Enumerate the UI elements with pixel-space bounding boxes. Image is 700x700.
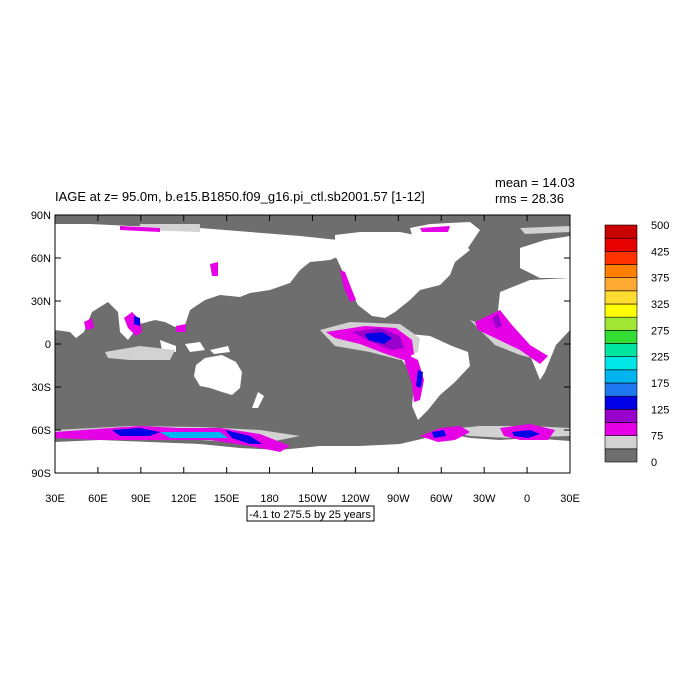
blue-bay-bengal (134, 316, 140, 326)
colorbar-label: 375 (651, 273, 669, 285)
new-zealand-landmass (252, 392, 264, 408)
y-axis: 90N 60N 30N 0 30S 60S 90S (31, 210, 570, 480)
x-tick-label: 60E (88, 493, 108, 505)
magenta-peru-coast (402, 352, 424, 402)
colorbar-swatch (604, 356, 638, 371)
colorbar-swatch (604, 264, 638, 278)
europe-landmass (520, 236, 570, 278)
australia-landmass (194, 355, 242, 395)
x-tick-label: 60W (430, 493, 453, 505)
antarctica-landmass (55, 432, 570, 473)
colorbar-label: 500 (651, 220, 669, 232)
map-title: IAGE at z= 95.0m, b.e15.B1850.f09_g16.pi… (55, 189, 425, 204)
colorbar-swatch (604, 237, 638, 252)
map-panel (55, 215, 570, 473)
colorbar: 0 75 125 175 225 275 325 375 425 500 (604, 220, 669, 469)
x-tick-label: 90W (387, 493, 410, 505)
y-tick-label: 90N (31, 210, 51, 222)
colorbar-swatch (604, 343, 638, 357)
grey-band-indian (105, 346, 175, 360)
range-note-box (246, 505, 375, 522)
colorbar-label: 225 (651, 352, 669, 364)
y-tick-label: 0 (45, 339, 51, 351)
colorbar-swatch (604, 395, 638, 410)
y-tick-label: 30N (31, 296, 51, 308)
grey-band-arctic (140, 224, 570, 234)
purple-west-africa (492, 314, 502, 328)
colorbar-label: 0 (651, 457, 657, 469)
rms-stat: rms = 28.36 (495, 191, 564, 206)
colorbar-swatch (604, 435, 638, 450)
x-axis: 30E 60E 90E 120E 150E 180 150W 120W 90W 60W 30W 0 30… (45, 215, 580, 505)
x-tick-label: 30E (560, 493, 580, 505)
colorbar-swatch (604, 303, 638, 318)
colorbar-label: 75 (651, 431, 663, 443)
colorbar-label: 125 (651, 404, 669, 416)
eurasia-africa-landmass (55, 224, 342, 340)
cyan-southern-west (160, 432, 228, 438)
x-tick-label: 150E (214, 493, 240, 505)
blue-peru-coast (416, 370, 423, 388)
colorbar-swatch (604, 251, 638, 265)
blue-southern-west (112, 428, 262, 444)
mean-stat: mean = 14.03 (495, 175, 575, 190)
colorbar-label: 425 (651, 246, 669, 258)
colorbar-label: 275 (651, 325, 669, 337)
x-tick-label: 120E (171, 493, 197, 505)
africa-east-landmass (497, 278, 570, 380)
colorbar-label: 325 (651, 299, 669, 311)
x-tick-label: 150W (298, 493, 327, 505)
magenta-north-pacific-west (210, 262, 218, 276)
x-tick-label: 0 (524, 493, 530, 505)
magenta-west-coast-na (340, 270, 356, 302)
colorbar-swatch (604, 448, 638, 463)
x-tick-label: 120W (341, 493, 370, 505)
maritime-islands (160, 340, 230, 354)
blue-southern-east (512, 430, 540, 438)
colorbar-swatch (604, 224, 638, 239)
colorbar-swatch (604, 382, 638, 397)
blue-weddell (432, 430, 446, 438)
magenta-arctic-strip (120, 226, 450, 232)
range-note: -4.1 to 275.5 by 25 years (249, 509, 371, 521)
colorbar-swatch (604, 316, 638, 331)
y-tick-label: 60S (31, 425, 51, 437)
x-tick-label: 30W (473, 493, 496, 505)
magenta-west-africa (475, 310, 548, 364)
x-tick-label: 180 (260, 493, 278, 505)
y-tick-label: 60N (31, 253, 51, 265)
x-tick-label: 30E (45, 493, 65, 505)
colorbar-swatch (604, 409, 638, 423)
blue-eastern-pacific (365, 332, 392, 344)
colorbar-swatch (604, 290, 638, 305)
x-tick-label: 90E (131, 493, 151, 505)
colorbar-swatch (604, 369, 638, 384)
y-tick-label: 30S (31, 382, 51, 394)
colorbar-swatch (604, 422, 638, 436)
colorbar-label: 175 (651, 378, 669, 390)
colorbar-swatch (604, 277, 638, 292)
y-tick-label: 90S (31, 468, 51, 480)
colorbar-swatch (604, 330, 638, 344)
